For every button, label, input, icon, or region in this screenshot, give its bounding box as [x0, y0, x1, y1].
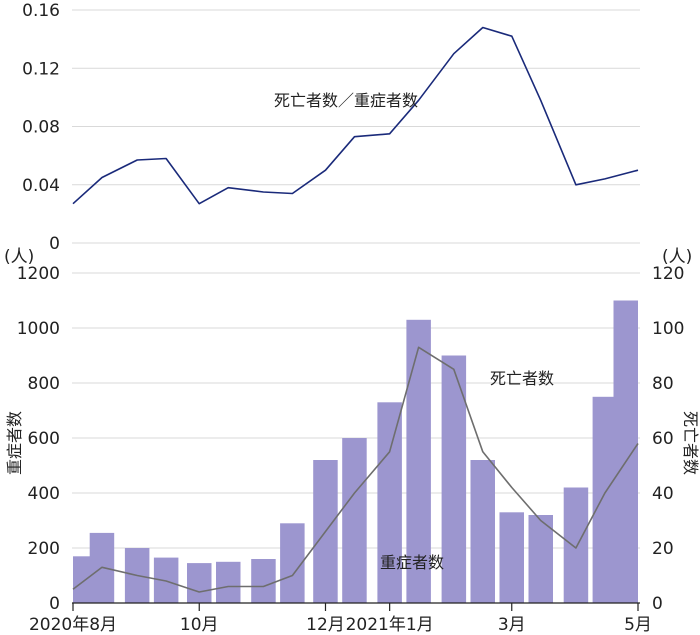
- ratio-annotation: 死亡者数／重症者数: [274, 91, 418, 110]
- left-y-tick-label: 1000: [17, 319, 60, 339]
- x-tick-label: 10月: [180, 615, 219, 635]
- severe-cases-bar: [441, 355, 467, 603]
- severe-cases-bar: [563, 487, 589, 603]
- ratio-y-tick-label: 0.12: [22, 59, 60, 79]
- left-y-tick-label: 200: [28, 539, 60, 559]
- right-y-tick-labels: 0 20 40 60 80 100 120: [652, 264, 684, 614]
- cases-chart-panel: 2020年8月 10月 12月 2021年1月 3月 5月 020040060080010…: [4, 247, 700, 635]
- ratio-y-tick-label: 0: [49, 234, 60, 254]
- right-y-tick-label: 40: [652, 484, 674, 504]
- severe-cases-bar: [377, 402, 402, 604]
- ratio-y-tick-labels: 0 0.04 0.08 0.12 0.16: [22, 1, 60, 254]
- severe-cases-bar: [342, 438, 367, 603]
- right-y-tick-label: 100: [652, 319, 684, 339]
- right-y-tick-label: 80: [652, 374, 674, 394]
- right-y-tick-label: 0: [652, 594, 663, 614]
- severe-cases-bar: [251, 559, 276, 603]
- left-unit-label: (人): [4, 247, 34, 267]
- severe-cases-bar: [592, 396, 618, 604]
- severe-cases-bar: [499, 512, 524, 604]
- right-unit-label: (人): [662, 247, 692, 267]
- ratio-y-tick-label: 0.04: [22, 176, 60, 196]
- right-axis-title: 死亡者数: [681, 411, 700, 475]
- ratio-y-tick-label: 0.16: [22, 1, 60, 21]
- ratio-gridlines: [72, 9, 640, 244]
- x-tick-marks: 2020年8月 10月 12月 2021年1月 3月 5月: [29, 603, 652, 635]
- severe-cases-bar: [470, 460, 495, 603]
- severe-cases-bar: [528, 515, 553, 603]
- severe-annotation: 重症者数: [380, 553, 444, 572]
- severe-cases-bar: [187, 563, 212, 603]
- severe-cases-bar: [216, 561, 241, 604]
- severe-cases-bars: [73, 300, 638, 604]
- x-tick-label: 2021年1月: [346, 615, 434, 635]
- ratio-y-tick-label: 0.08: [22, 118, 60, 138]
- left-y-tick-labels: 0 200 400 600 800 1000 1200: [17, 264, 60, 614]
- right-y-tick-label: 20: [652, 539, 674, 559]
- ratio-line: [72, 26, 639, 205]
- left-y-tick-label: 400: [28, 484, 60, 504]
- left-y-tick-label: 600: [28, 429, 60, 449]
- severe-cases-bar: [280, 523, 305, 604]
- right-y-tick-label: 120: [652, 264, 684, 284]
- x-tick-label: 2020年8月: [29, 615, 117, 635]
- x-tick-label: 12月: [306, 615, 345, 635]
- left-y-tick-label: 0: [49, 594, 60, 614]
- x-tick-label: 5月: [624, 615, 652, 635]
- deaths-annotation: 死亡者数: [490, 369, 554, 388]
- left-axis-title: 重症者数: [5, 411, 24, 475]
- severe-cases-bar: [406, 319, 431, 604]
- x-tick-label: 3月: [498, 615, 526, 635]
- right-y-tick-label: 60: [652, 429, 674, 449]
- left-y-tick-label: 800: [28, 374, 60, 394]
- severe-cases-bar: [613, 300, 638, 603]
- left-y-tick-label: 1200: [17, 264, 60, 284]
- deaths-line: [72, 346, 639, 593]
- ratio-chart-panel: 0 0.04 0.08 0.12 0.16 死亡者数／重症者数: [22, 1, 640, 254]
